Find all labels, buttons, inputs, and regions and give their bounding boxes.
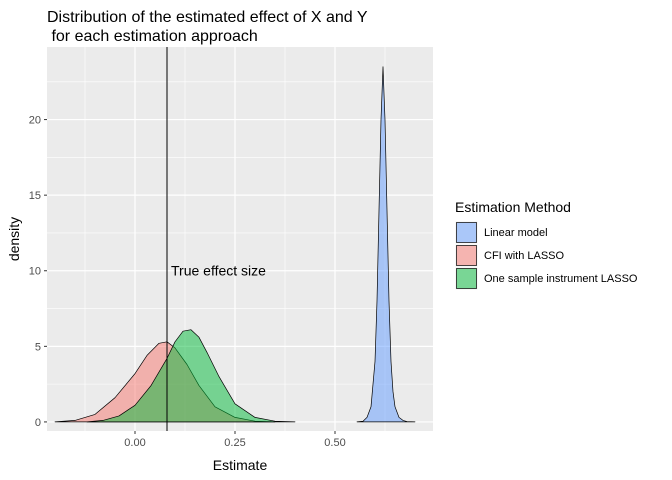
x-axis-ticks: 0.00 0.25 0.50 <box>124 431 346 449</box>
x-axis-label: Estimate <box>213 457 268 473</box>
legend-label-0: Linear model <box>484 227 548 239</box>
y-tick-label-2: 10 <box>29 266 41 278</box>
legend-label-2: One sample instrument LASSO <box>484 273 638 285</box>
legend: Estimation Method Linear model CFI with L… <box>455 199 638 290</box>
grid-major <box>47 47 433 431</box>
legend-key-1 <box>456 245 477 266</box>
density-area-2 <box>86 329 296 423</box>
x-tick-label-1: 0.25 <box>224 437 245 449</box>
legend-key-0 <box>456 222 477 243</box>
y-axis-label: density <box>6 217 22 261</box>
chart-title-line-1: Distribution of the estimated effect of … <box>47 9 368 26</box>
chart-title-line-2: for each estimation approach <box>47 28 258 45</box>
true-effect-label: True effect size <box>171 263 266 279</box>
density-area-0 <box>356 66 416 423</box>
y-tick-label-3: 15 <box>29 190 41 202</box>
y-axis-ticks: 0 5 10 15 20 <box>29 115 47 429</box>
y-tick-label-4: 20 <box>29 115 41 127</box>
y-tick-label-0: 0 <box>35 417 41 429</box>
density-areas <box>54 66 416 423</box>
plot-panel <box>47 47 433 431</box>
legend-title: Estimation Method <box>455 199 571 215</box>
legend-key-2 <box>456 268 477 289</box>
legend-label-1: CFI with LASSO <box>484 250 565 262</box>
x-tick-label-0: 0.00 <box>124 437 145 449</box>
x-tick-label-2: 0.50 <box>324 437 345 449</box>
y-tick-label-1: 5 <box>35 341 41 353</box>
